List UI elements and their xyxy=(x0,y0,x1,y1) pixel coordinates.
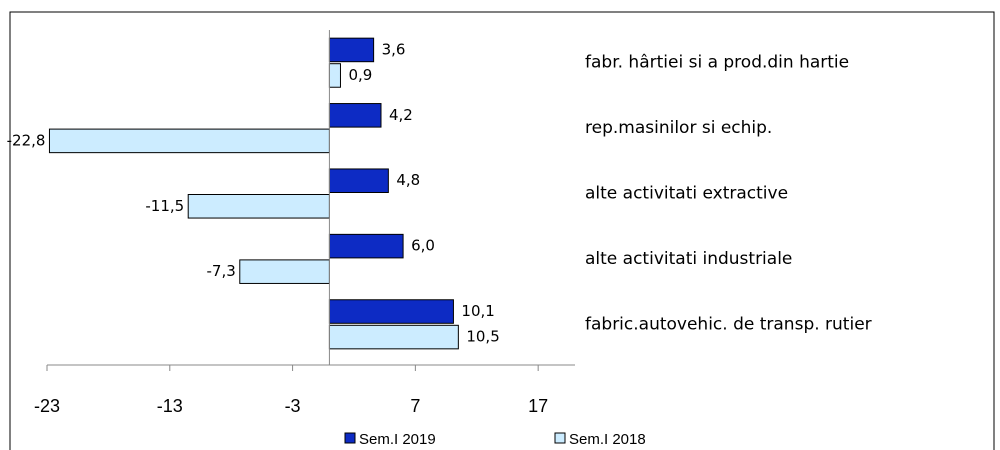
value-label: 10,1 xyxy=(461,302,494,320)
legend-label: Sem.I 2018 xyxy=(569,431,646,448)
x-tick-label: 7 xyxy=(410,396,420,416)
frame xyxy=(9,11,995,450)
x-tick-label: 17 xyxy=(528,396,548,416)
x-tick-label: -23 xyxy=(34,396,60,416)
legend-label: Sem.I 2019 xyxy=(359,431,436,448)
x-tick-label: -3 xyxy=(285,396,301,416)
value-label: 4,8 xyxy=(396,171,420,189)
x-tick-label: -13 xyxy=(157,396,183,416)
bar xyxy=(239,259,330,284)
value-label: 10,5 xyxy=(466,328,499,346)
category-label: fabr. hârtiei si a prod.din hartie xyxy=(585,53,849,73)
bar xyxy=(328,324,459,350)
value-label: -22,8 xyxy=(7,131,46,149)
bar xyxy=(328,103,382,128)
bar xyxy=(328,299,454,324)
legend-swatch xyxy=(344,432,356,444)
value-label: 0,9 xyxy=(348,66,372,84)
legend-swatch xyxy=(554,432,566,444)
bar xyxy=(328,37,375,63)
category-label: alte activitati extractive xyxy=(585,184,788,204)
value-label: 4,2 xyxy=(389,106,413,124)
value-label: 6,0 xyxy=(411,237,435,255)
bar xyxy=(328,233,404,259)
bar xyxy=(187,194,330,219)
bar xyxy=(48,128,330,154)
bar xyxy=(328,168,389,193)
category-label: alte activitati industriale xyxy=(585,249,792,269)
category-label: fabric.autovehic. de transp. rutier xyxy=(585,314,872,334)
value-label: -11,5 xyxy=(145,197,184,215)
value-label: 3,6 xyxy=(382,40,406,58)
category-label: rep.masinilor si echip. xyxy=(585,118,772,138)
value-label: -7,3 xyxy=(207,262,236,280)
bar xyxy=(328,63,341,88)
